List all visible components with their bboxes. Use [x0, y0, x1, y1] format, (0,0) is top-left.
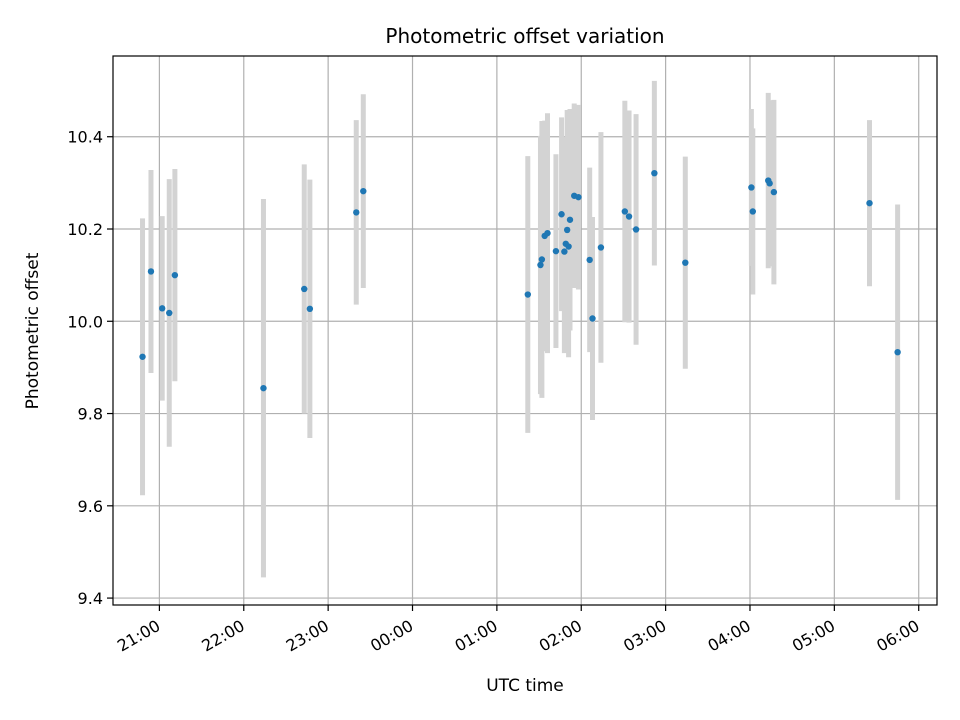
data-point: [537, 261, 544, 269]
data-point: [565, 243, 572, 250]
data-point: [563, 226, 571, 234]
plot-frame: [112, 55, 938, 606]
data-point: [589, 315, 596, 322]
data-point: [625, 213, 633, 220]
data-point: [524, 291, 532, 298]
data-point: [260, 384, 267, 392]
data-point: [159, 305, 166, 312]
y-axis-ticks: 9.4 9.6 9.8 10.0 10.2 10.4: [67, 128, 113, 608]
data-point: [139, 353, 146, 360]
data-point: [894, 348, 901, 356]
data-point: [360, 187, 367, 195]
data-point: [171, 271, 179, 279]
data-point: [632, 226, 640, 233]
data-point: [147, 268, 155, 275]
y-tick-label: 9.6: [78, 497, 103, 516]
y-tick-label: 9.4: [78, 589, 103, 608]
y-tick-label: 9.8: [78, 405, 103, 424]
data-point: [770, 188, 778, 196]
data-point: [749, 208, 756, 215]
data-point: [538, 256, 546, 263]
data-point: [301, 285, 308, 293]
data-point: [552, 247, 560, 255]
data-point: [866, 199, 873, 207]
chart-title: Photometric offset variation: [385, 24, 664, 48]
data-point: [561, 248, 568, 255]
data-point: [651, 169, 658, 177]
data-point: [621, 208, 629, 215]
data-point: [306, 305, 314, 313]
y-tick-label: 10.0: [67, 312, 103, 331]
y-tick-label: 10.4: [67, 128, 103, 147]
data-point: [353, 209, 360, 216]
data-point: [166, 309, 173, 317]
data-point: [566, 216, 574, 223]
data-point: [544, 229, 551, 237]
data-point: [575, 193, 582, 201]
x-axis-label: UTC time: [486, 676, 564, 696]
data-point: [682, 259, 689, 266]
data-point: [766, 180, 773, 187]
data-point: [558, 211, 565, 218]
data-point: [597, 244, 605, 251]
data-points: [139, 169, 901, 392]
y-axis-label: Photometric offset: [23, 252, 43, 409]
data-point: [586, 256, 593, 264]
data-point: [748, 184, 755, 191]
y-tick-label: 10.2: [67, 220, 103, 239]
